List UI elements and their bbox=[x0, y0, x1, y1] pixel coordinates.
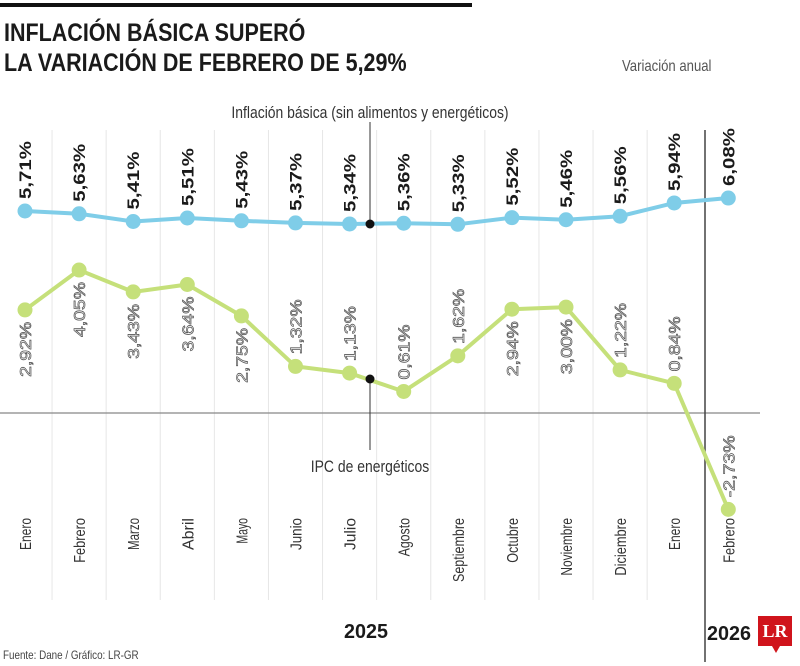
month-label: Enero bbox=[18, 518, 35, 550]
month-label: Diciembre bbox=[613, 518, 630, 576]
core-data-label: 5,36% bbox=[395, 153, 414, 211]
energy-point bbox=[720, 501, 736, 517]
source-note: Fuente: Dane / Gráfico: LR-GR bbox=[3, 648, 139, 662]
month-label: Marzo bbox=[126, 518, 143, 550]
core-point bbox=[504, 210, 520, 226]
energy-data-label: -2,73% bbox=[721, 435, 738, 497]
energy-data-label: 1,62% bbox=[451, 289, 468, 344]
energy-data-label: 4,05% bbox=[72, 282, 89, 337]
energy-data-label: 1,32% bbox=[289, 299, 306, 354]
core-point bbox=[666, 195, 682, 211]
energy-data-label: 0,61% bbox=[397, 324, 414, 379]
energy-data-label: 2,75% bbox=[234, 328, 251, 383]
energy-point bbox=[125, 284, 141, 300]
month-label: Noviembre bbox=[559, 518, 576, 576]
month-label: Octubre bbox=[505, 518, 522, 563]
core-point bbox=[288, 215, 303, 231]
year-label-2026: 2026 bbox=[707, 623, 751, 645]
core-data-label: 6,08% bbox=[719, 128, 738, 186]
energy-data-label: 3,43% bbox=[126, 304, 143, 359]
energy-point bbox=[342, 365, 358, 381]
core-point bbox=[17, 203, 33, 219]
core-data-label: 5,46% bbox=[557, 150, 576, 208]
month-label: Septiembre bbox=[451, 518, 468, 582]
month-label: Junio bbox=[289, 518, 306, 550]
series-label-core: Inflación básica (sin alimentos y energé… bbox=[231, 104, 508, 123]
core-point bbox=[342, 216, 358, 232]
series-label-energy: IPC de energéticos bbox=[311, 458, 430, 477]
core-data-label: 5,56% bbox=[611, 146, 630, 204]
energy-point bbox=[233, 308, 249, 324]
core-data-label: 5,43% bbox=[232, 151, 251, 209]
core-data-label: 5,52% bbox=[503, 148, 522, 206]
energy-point bbox=[288, 358, 303, 374]
core-data-label: 5,63% bbox=[70, 144, 89, 202]
energy-data-label: 1,22% bbox=[613, 303, 630, 358]
core-data-label: 5,41% bbox=[124, 152, 143, 210]
energy-data-label: 3,00% bbox=[559, 319, 576, 374]
month-label: Julio bbox=[343, 518, 360, 550]
energy-data-label: 0,84% bbox=[667, 316, 684, 371]
core-point bbox=[125, 214, 141, 229]
energy-data-label: 2,94% bbox=[505, 321, 522, 376]
year-label-2025: 2025 bbox=[344, 621, 388, 643]
core-point bbox=[396, 215, 412, 231]
core-point bbox=[233, 213, 249, 229]
energy-point bbox=[179, 277, 195, 293]
month-label: Abril bbox=[180, 518, 197, 550]
chart-title: INFLACIÓN BÁSICA SUPERÓ LA VARIACIÓN DE … bbox=[4, 18, 407, 78]
core-data-label: 5,37% bbox=[287, 153, 306, 211]
month-label: Febrero bbox=[72, 518, 89, 563]
core-point bbox=[71, 206, 87, 222]
title-line-2: LA VARIACIÓN DE FEBRERO DE 5,29% bbox=[4, 49, 407, 77]
core-point bbox=[612, 208, 628, 224]
core-inflation-line bbox=[24, 196, 729, 227]
energy-point bbox=[450, 348, 466, 364]
chart-subtitle: Variación anual bbox=[622, 58, 712, 75]
energy-data-label: 2,92% bbox=[18, 322, 35, 377]
energy-data-label: 1,13% bbox=[343, 306, 360, 361]
energy-point bbox=[504, 301, 520, 317]
core-data-label: 5,33% bbox=[449, 154, 468, 212]
energy-ipc-line bbox=[23, 267, 731, 511]
core-data-label: 5,34% bbox=[341, 154, 360, 212]
core-data-label: 5,71% bbox=[16, 141, 35, 199]
month-label: Mayo bbox=[234, 518, 251, 544]
title-line-1: INFLACIÓN BÁSICA SUPERÓ bbox=[4, 19, 306, 47]
month-label: Agosto bbox=[397, 518, 414, 556]
energy-data-label: 3,64% bbox=[180, 297, 197, 352]
month-label: Febrero bbox=[721, 518, 738, 563]
top-rule bbox=[0, 3, 472, 7]
core-point bbox=[179, 210, 195, 226]
energy-pointer-dot bbox=[365, 374, 375, 384]
energy-point bbox=[71, 262, 87, 278]
core-data-label: 5,51% bbox=[178, 148, 197, 206]
core-point bbox=[558, 212, 574, 228]
core-point bbox=[720, 190, 736, 206]
core-data-label: 5,94% bbox=[665, 133, 684, 191]
lr-logo: LR bbox=[758, 616, 792, 653]
core-pointer-dot bbox=[365, 219, 375, 229]
energy-point bbox=[17, 302, 33, 318]
energy-point bbox=[612, 362, 628, 378]
energy-point bbox=[558, 299, 574, 315]
energy-point bbox=[666, 375, 682, 391]
core-point bbox=[450, 216, 466, 232]
energy-point bbox=[396, 383, 412, 399]
month-label: Enero bbox=[667, 518, 684, 550]
